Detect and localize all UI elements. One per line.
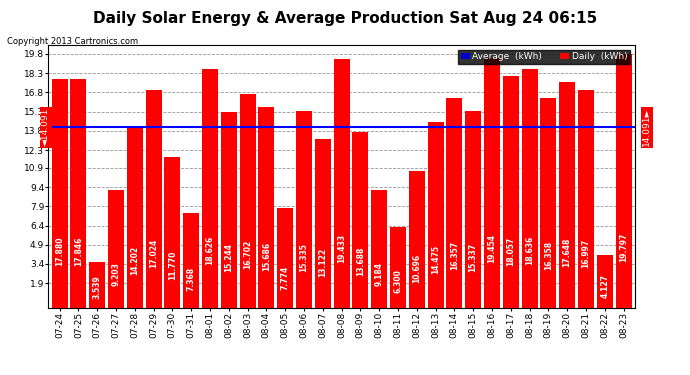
Bar (202, 69, 218, 308)
Bar (52, 78, 68, 308)
Text: 16.997: 16.997 (582, 239, 591, 268)
Bar (465, 111, 481, 308)
Bar (446, 98, 462, 308)
Bar (146, 90, 161, 308)
Text: 6.300: 6.300 (393, 269, 402, 293)
Bar (428, 122, 444, 308)
Bar (89, 262, 105, 308)
Text: 3.539: 3.539 (92, 276, 101, 299)
Text: 19.454: 19.454 (487, 234, 496, 262)
Bar (578, 90, 594, 308)
Text: 18.057: 18.057 (506, 237, 515, 266)
Text: 16.358: 16.358 (544, 241, 553, 270)
Text: 16.702: 16.702 (243, 240, 252, 269)
Text: 18.636: 18.636 (525, 235, 534, 264)
Bar (277, 208, 293, 308)
Bar (503, 76, 519, 308)
Legend: Average  (kWh), Daily  (kWh): Average (kWh), Daily (kWh) (458, 50, 630, 64)
Bar (70, 79, 86, 308)
Text: 18.626: 18.626 (206, 236, 215, 265)
Bar (540, 98, 556, 308)
Bar (559, 81, 575, 308)
Text: 15.244: 15.244 (224, 243, 233, 272)
Text: 10.696: 10.696 (412, 254, 421, 283)
Text: 13.122: 13.122 (318, 248, 327, 277)
Text: 11.770: 11.770 (168, 251, 177, 280)
Text: Daily Solar Energy & Average Production Sat Aug 24 06:15: Daily Solar Energy & Average Production … (93, 11, 597, 26)
Text: 17.024: 17.024 (149, 239, 158, 268)
Bar (353, 132, 368, 308)
Text: 15.686: 15.686 (262, 242, 271, 272)
Text: 19.797: 19.797 (619, 232, 628, 262)
Text: 7.774: 7.774 (281, 266, 290, 290)
Bar (183, 213, 199, 308)
Text: 15.337: 15.337 (469, 243, 477, 272)
Bar (315, 140, 331, 308)
Text: 17.880: 17.880 (55, 237, 64, 266)
Text: 14.202: 14.202 (130, 246, 139, 275)
Text: Copyright 2013 Cartronics.com: Copyright 2013 Cartronics.com (7, 38, 138, 46)
Text: 9.184: 9.184 (375, 262, 384, 286)
Bar (484, 58, 500, 308)
Bar (108, 190, 124, 308)
Bar (127, 126, 143, 308)
Text: 15.335: 15.335 (299, 243, 308, 272)
Text: 17.846: 17.846 (74, 237, 83, 266)
Bar (164, 157, 180, 308)
Text: 14.091►: 14.091► (642, 108, 651, 146)
Text: 19.433: 19.433 (337, 234, 346, 263)
Text: ◄14.091: ◄14.091 (41, 108, 50, 146)
Bar (522, 69, 538, 308)
Text: 7.368: 7.368 (187, 266, 196, 291)
Bar (615, 54, 631, 307)
Text: 13.688: 13.688 (356, 247, 365, 276)
Bar (408, 171, 425, 308)
Bar (333, 58, 350, 308)
Text: 16.357: 16.357 (450, 241, 459, 270)
Text: 17.648: 17.648 (562, 237, 571, 267)
Bar (296, 111, 312, 308)
Text: 4.127: 4.127 (600, 274, 609, 298)
Text: 14.475: 14.475 (431, 245, 440, 274)
Bar (597, 255, 613, 308)
Bar (221, 112, 237, 308)
Bar (390, 227, 406, 308)
Bar (371, 190, 387, 308)
Text: 9.203: 9.203 (112, 262, 121, 286)
Bar (258, 106, 275, 308)
Bar (239, 94, 255, 308)
